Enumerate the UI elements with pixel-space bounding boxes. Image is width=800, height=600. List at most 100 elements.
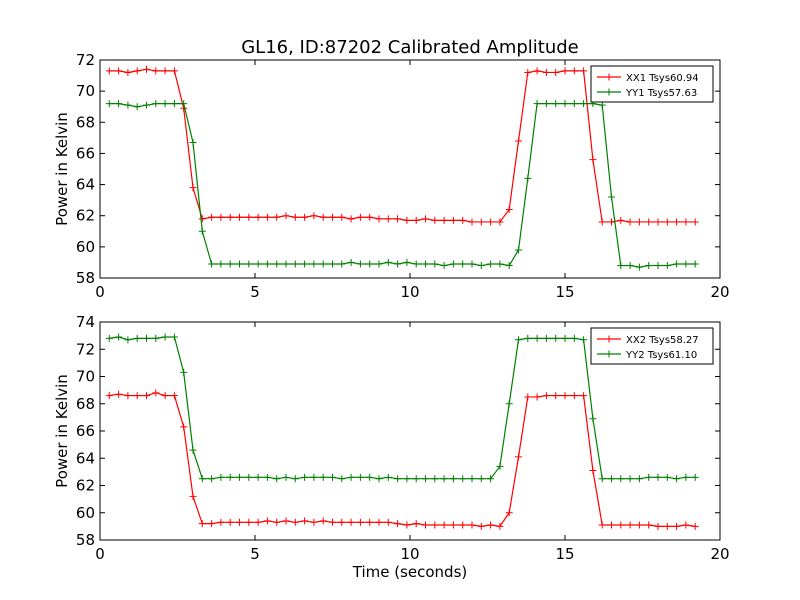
data-point-1-0-36 [440,521,448,529]
data-point-0-0-29 [375,215,383,223]
legend-marker-0-0 [605,73,613,81]
data-point-1-0-10 [198,520,206,528]
data-point-0-1-57 [635,263,643,271]
data-point-1-0-34 [422,521,429,529]
data-point-1-1-58 [645,473,653,481]
data-point-1-1-19 [282,473,290,481]
data-point-0-0-22 [310,212,318,220]
data-point-0-0-6 [161,67,169,75]
x-tick-label-1-4: 20 [710,545,729,563]
data-point-1-0-43 [505,509,513,517]
data-point-0-1-59 [654,262,662,270]
data-point-0-0-38 [459,216,467,224]
data-point-1-1-9 [189,446,197,454]
data-point-0-0-24 [329,213,336,221]
data-point-0-1-31 [394,260,402,268]
y-tick-label-1-2: 62 [76,477,95,495]
data-point-1-1-57 [635,475,643,483]
data-point-1-1-52 [589,415,597,423]
data-point-1-1-48 [552,334,560,342]
data-point-1-0-5 [152,389,160,397]
data-point-0-0-3 [133,67,141,75]
data-point-0-1-49 [561,100,569,108]
data-point-0-0-55 [617,216,625,224]
data-point-0-1-41 [487,260,495,268]
data-point-0-1-63 [691,260,699,268]
data-point-1-1-56 [626,475,634,483]
data-point-0-1-46 [533,100,541,108]
data-point-0-0-52 [589,156,597,164]
data-point-1-1-11 [208,475,216,483]
x-tick-label-0-2: 10 [400,283,419,301]
y-axis-label-0: Power in Kelvin [53,112,71,226]
data-point-1-0-62 [682,521,690,529]
data-point-1-1-42 [496,462,504,470]
legend-marker-1-0 [605,335,613,343]
data-point-0-0-48 [552,68,560,76]
data-point-0-0-30 [384,215,392,223]
data-point-0-0-33 [412,216,420,224]
data-point-0-1-16 [254,260,262,268]
data-point-0-0-49 [561,67,569,75]
bottom-plot: 0 5 10 15 20 58 60 62 64 66 68 70 72 74 Power in Kelvi… [53,313,730,581]
data-point-1-1-24 [329,473,336,481]
data-point-0-0-19 [282,212,290,220]
data-point-0-0-15 [245,213,253,221]
data-point-1-1-33 [412,475,420,483]
data-point-1-0-55 [617,521,625,529]
data-point-1-1-60 [663,473,671,481]
legend-box-0 [590,65,714,103]
y-axis-label-1: Power in Kelvin [53,374,71,488]
data-point-0-1-43 [505,262,513,270]
data-point-0-1-17 [263,260,271,268]
data-point-1-1-47 [542,334,550,342]
data-point-0-1-33 [412,260,420,268]
data-point-1-0-2 [124,392,132,400]
data-point-0-1-61 [673,260,681,268]
data-point-0-0-35 [431,216,439,224]
data-point-1-0-11 [208,520,216,528]
data-point-0-1-2 [124,101,132,109]
data-point-1-1-23 [319,473,327,481]
data-point-0-1-6 [161,100,169,108]
top-plot: 0 5 10 15 20 58 60 62 64 66 68 70 72 Power in Kelvin X… [53,51,730,301]
data-point-1-1-46 [533,334,541,342]
data-point-1-1-63 [691,473,699,481]
data-point-0-1-54 [608,193,615,201]
data-point-1-1-21 [301,473,309,481]
data-point-1-0-1 [115,390,123,398]
data-point-1-1-40 [477,475,485,483]
data-point-0-0-28 [366,213,374,221]
data-point-0-0-53 [598,218,606,226]
x-tick-label-1-0: 0 [95,545,105,563]
data-point-1-1-62 [682,473,690,481]
data-point-1-1-7 [170,333,178,341]
y-tick-label-0-6: 70 [76,82,95,100]
data-point-0-0-25 [338,213,346,221]
data-point-0-1-22 [310,260,318,268]
data-point-0-0-5 [152,67,160,75]
data-point-0-1-19 [282,260,290,268]
data-point-1-1-10 [198,475,206,483]
y-tick-label-0-7: 72 [76,51,95,69]
data-point-1-1-35 [431,475,439,483]
data-point-1-1-29 [375,475,383,483]
data-point-0-1-4 [143,101,150,109]
data-point-0-0-4 [143,65,150,73]
x-tick-label-0-4: 20 [710,283,729,301]
data-point-0-1-38 [459,260,467,268]
y-tick-label-1-4: 66 [76,422,95,440]
data-point-1-0-24 [329,518,336,526]
data-point-1-0-12 [217,518,225,526]
data-point-0-0-62 [682,218,690,226]
data-point-1-0-47 [542,392,550,400]
data-point-0-1-14 [236,260,243,268]
data-point-0-1-37 [449,260,457,268]
data-point-1-0-46 [533,393,541,401]
data-point-1-1-53 [598,475,606,483]
data-point-0-0-47 [542,68,550,76]
data-point-1-1-2 [124,336,132,344]
legend-box-1 [590,327,714,365]
data-point-1-0-53 [598,521,606,529]
